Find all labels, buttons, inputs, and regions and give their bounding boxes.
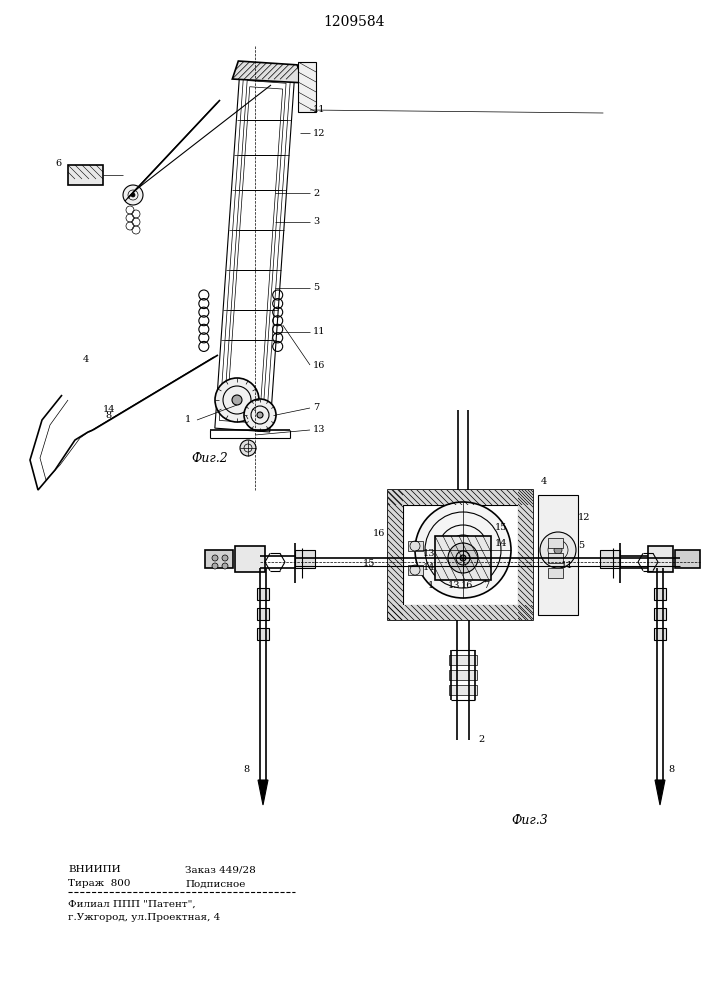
Text: 12: 12 bbox=[578, 514, 590, 522]
Polygon shape bbox=[655, 780, 665, 805]
Bar bbox=[654, 628, 666, 640]
Text: 11: 11 bbox=[313, 328, 325, 336]
Text: 8: 8 bbox=[243, 766, 249, 774]
Text: 16: 16 bbox=[313, 360, 325, 369]
Text: Филиал ППП "Патент",: Филиал ППП "Патент", bbox=[68, 900, 196, 908]
Text: 7: 7 bbox=[483, 582, 489, 590]
Text: 1209584: 1209584 bbox=[323, 15, 385, 29]
Text: 8: 8 bbox=[668, 766, 674, 774]
Text: 11: 11 bbox=[561, 560, 573, 570]
Bar bbox=[654, 588, 666, 600]
Circle shape bbox=[232, 395, 242, 405]
Text: 13: 13 bbox=[448, 582, 460, 590]
Text: 14: 14 bbox=[495, 538, 508, 548]
Text: 6: 6 bbox=[55, 158, 61, 167]
Circle shape bbox=[459, 546, 467, 554]
Text: Фиг.2: Фиг.2 bbox=[192, 452, 228, 464]
Bar bbox=[388, 490, 533, 620]
Circle shape bbox=[540, 532, 576, 568]
Polygon shape bbox=[518, 490, 533, 620]
Text: Заказ 449/28: Заказ 449/28 bbox=[185, 865, 256, 874]
Bar bbox=[408, 565, 423, 575]
Bar bbox=[257, 588, 269, 600]
Text: 2: 2 bbox=[313, 188, 320, 198]
Circle shape bbox=[448, 543, 478, 573]
Text: 1: 1 bbox=[185, 416, 192, 424]
Text: 16: 16 bbox=[461, 582, 474, 590]
Bar bbox=[654, 608, 666, 620]
Bar bbox=[449, 655, 477, 665]
Text: 5: 5 bbox=[313, 284, 319, 292]
Bar bbox=[435, 536, 491, 580]
Bar bbox=[548, 568, 563, 578]
Bar bbox=[600, 550, 620, 568]
Bar bbox=[257, 628, 269, 640]
Bar bbox=[235, 546, 265, 572]
Circle shape bbox=[222, 555, 228, 561]
Text: 13: 13 bbox=[423, 548, 436, 558]
Text: Тираж  800: Тираж 800 bbox=[68, 880, 131, 888]
Text: 7: 7 bbox=[313, 403, 320, 412]
Circle shape bbox=[123, 185, 143, 205]
Text: г.Ужгород, ул.Проектная, 4: г.Ужгород, ул.Проектная, 4 bbox=[68, 914, 221, 922]
Text: 15: 15 bbox=[363, 558, 375, 568]
Circle shape bbox=[212, 555, 218, 561]
Bar bbox=[205, 550, 233, 568]
Text: 4: 4 bbox=[83, 356, 89, 364]
Polygon shape bbox=[388, 605, 533, 620]
Text: 3: 3 bbox=[313, 218, 320, 227]
Bar bbox=[548, 538, 563, 548]
Text: 2: 2 bbox=[478, 736, 484, 744]
Bar bbox=[403, 505, 518, 605]
Text: 16: 16 bbox=[373, 528, 385, 538]
Polygon shape bbox=[388, 490, 533, 505]
Circle shape bbox=[212, 563, 218, 569]
Polygon shape bbox=[388, 490, 403, 620]
Text: 15: 15 bbox=[495, 524, 508, 532]
Bar bbox=[257, 608, 269, 620]
Bar bbox=[648, 546, 673, 572]
Polygon shape bbox=[233, 61, 303, 83]
Circle shape bbox=[244, 399, 276, 431]
Text: 8: 8 bbox=[105, 410, 111, 420]
Bar bbox=[408, 541, 423, 551]
Text: 11: 11 bbox=[313, 105, 325, 114]
Text: 5: 5 bbox=[578, 540, 584, 550]
Circle shape bbox=[240, 440, 256, 456]
Circle shape bbox=[215, 378, 259, 422]
Text: 1: 1 bbox=[428, 582, 434, 590]
Bar bbox=[298, 62, 316, 112]
Text: 4: 4 bbox=[541, 478, 547, 487]
Bar bbox=[449, 685, 477, 695]
Text: Фиг.3: Фиг.3 bbox=[512, 814, 549, 826]
Bar bbox=[675, 550, 700, 568]
Text: ВНИИПИ: ВНИИПИ bbox=[68, 865, 121, 874]
Bar bbox=[68, 165, 103, 185]
Circle shape bbox=[222, 563, 228, 569]
Circle shape bbox=[460, 555, 466, 561]
Text: 14: 14 bbox=[423, 564, 436, 572]
Polygon shape bbox=[258, 780, 268, 805]
Bar bbox=[548, 553, 563, 563]
Circle shape bbox=[554, 546, 562, 554]
Text: Подписное: Подписное bbox=[185, 880, 245, 888]
Circle shape bbox=[257, 412, 263, 418]
Circle shape bbox=[131, 193, 135, 197]
Text: 14: 14 bbox=[103, 406, 115, 414]
Circle shape bbox=[415, 502, 511, 598]
Bar bbox=[538, 495, 578, 615]
Text: 12: 12 bbox=[313, 128, 325, 137]
Text: 13: 13 bbox=[313, 426, 325, 434]
Bar bbox=[295, 550, 315, 568]
Bar bbox=[449, 670, 477, 680]
